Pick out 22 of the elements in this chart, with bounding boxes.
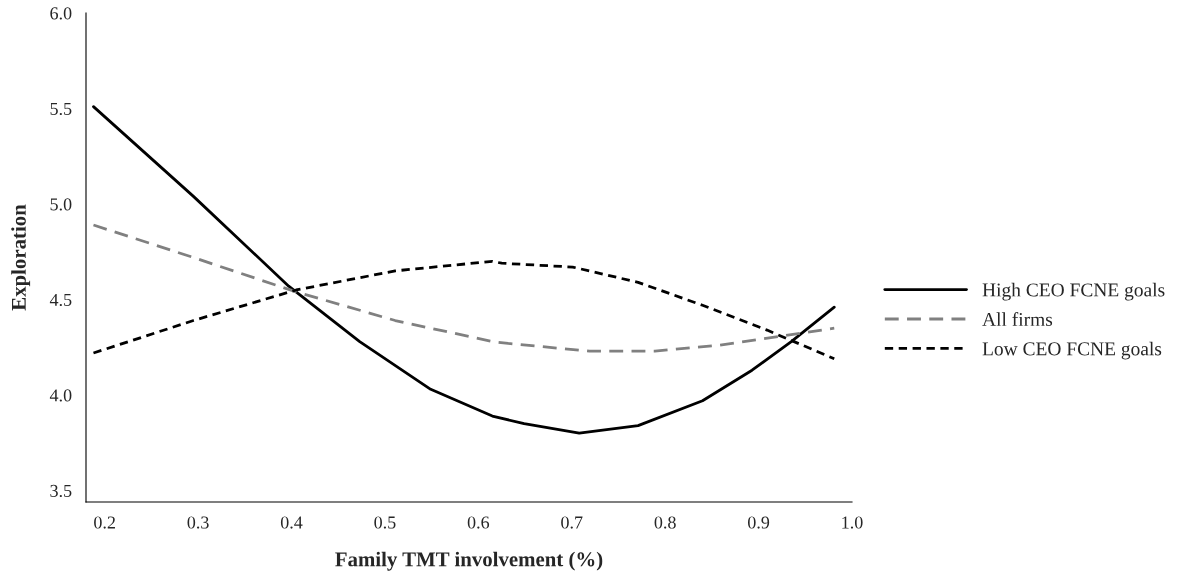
x-tick-label: 0.8 <box>654 516 676 529</box>
y-tick-label: 3.5 <box>50 484 72 498</box>
x-tick-label: 0.4 <box>280 516 303 529</box>
y-tick-label: 5.0 <box>50 198 72 211</box>
x-tick-label: 1.0 <box>842 516 863 529</box>
y-tick-label: 6.0 <box>50 7 72 20</box>
x-tick-label: 0.6 <box>467 516 490 529</box>
y-tick-label: 4.0 <box>49 389 72 402</box>
legend-label: All firms <box>982 312 1053 326</box>
y-tick-label: 5.5 <box>50 102 72 116</box>
legend-label: Low CEO FCNE goals <box>982 341 1162 360</box>
x-tick-label: 0.7 <box>561 516 583 529</box>
line-series <box>92 223 836 353</box>
y-tick-label: 4.5 <box>49 293 72 307</box>
x-tick-label: 0.2 <box>94 516 115 529</box>
x-tick-label: 0.5 <box>374 516 396 529</box>
line-series <box>92 105 836 435</box>
x-tick-label: 0.3 <box>187 516 209 529</box>
legend-label: High CEO FCNE goals <box>982 282 1165 301</box>
y-axis-title: Exploration <box>11 204 31 311</box>
x-tick-label: 0.9 <box>747 516 770 529</box>
x-axis-title: Family TMT involvement (%) <box>335 551 603 571</box>
